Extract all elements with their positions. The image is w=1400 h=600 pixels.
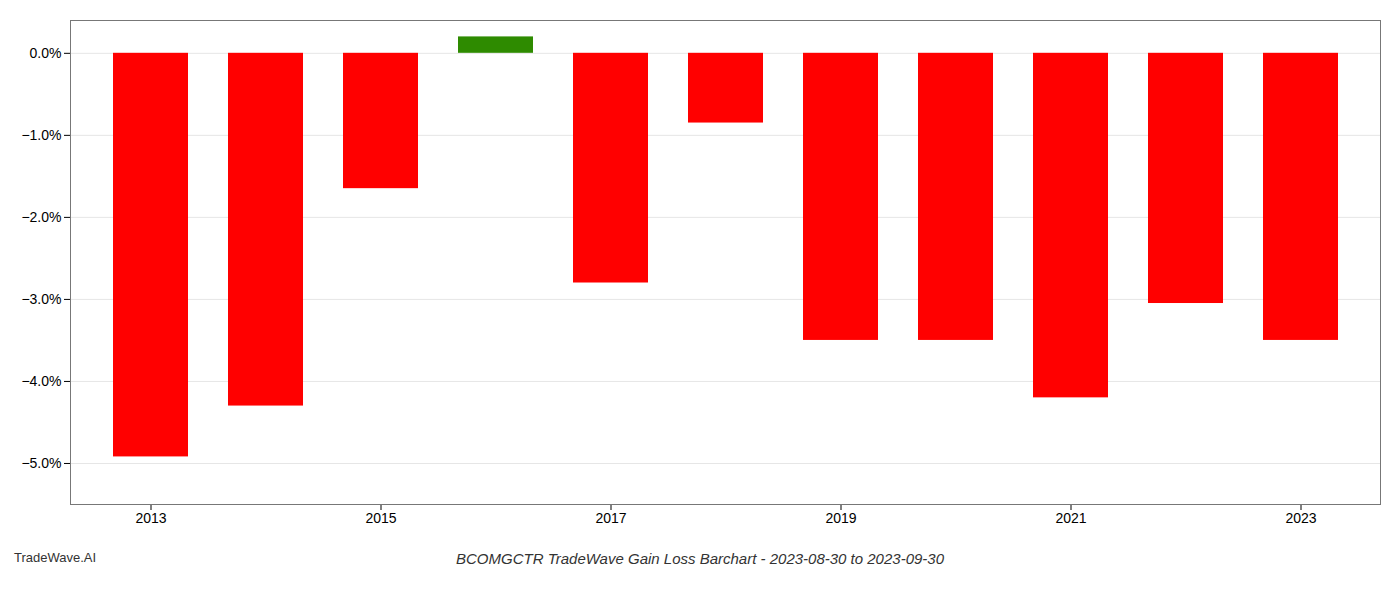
svg-text:−5.0%: −5.0% bbox=[21, 455, 61, 471]
svg-text:−4.0%: −4.0% bbox=[21, 373, 61, 389]
svg-text:2019: 2019 bbox=[825, 510, 856, 526]
svg-text:2017: 2017 bbox=[595, 510, 626, 526]
html-text:BCOMGCTR TradeWave Gain Loss B: BCOMGCTR TradeWave Gain Loss Barchart - … bbox=[456, 550, 944, 567]
svg-text:2023: 2023 bbox=[1285, 510, 1316, 526]
svg-text:−2.0%: −2.0% bbox=[21, 209, 61, 225]
svg-text:−1.0%: −1.0% bbox=[21, 127, 61, 143]
svg-text:2015: 2015 bbox=[365, 510, 396, 526]
svg-text:2013: 2013 bbox=[135, 510, 166, 526]
svg-text:−3.0%: −3.0% bbox=[21, 291, 61, 307]
svg-text:0.0%: 0.0% bbox=[30, 45, 62, 61]
svg-text:2021: 2021 bbox=[1055, 510, 1086, 526]
html-text:TradeWave.AI: TradeWave.AI bbox=[14, 550, 97, 565]
